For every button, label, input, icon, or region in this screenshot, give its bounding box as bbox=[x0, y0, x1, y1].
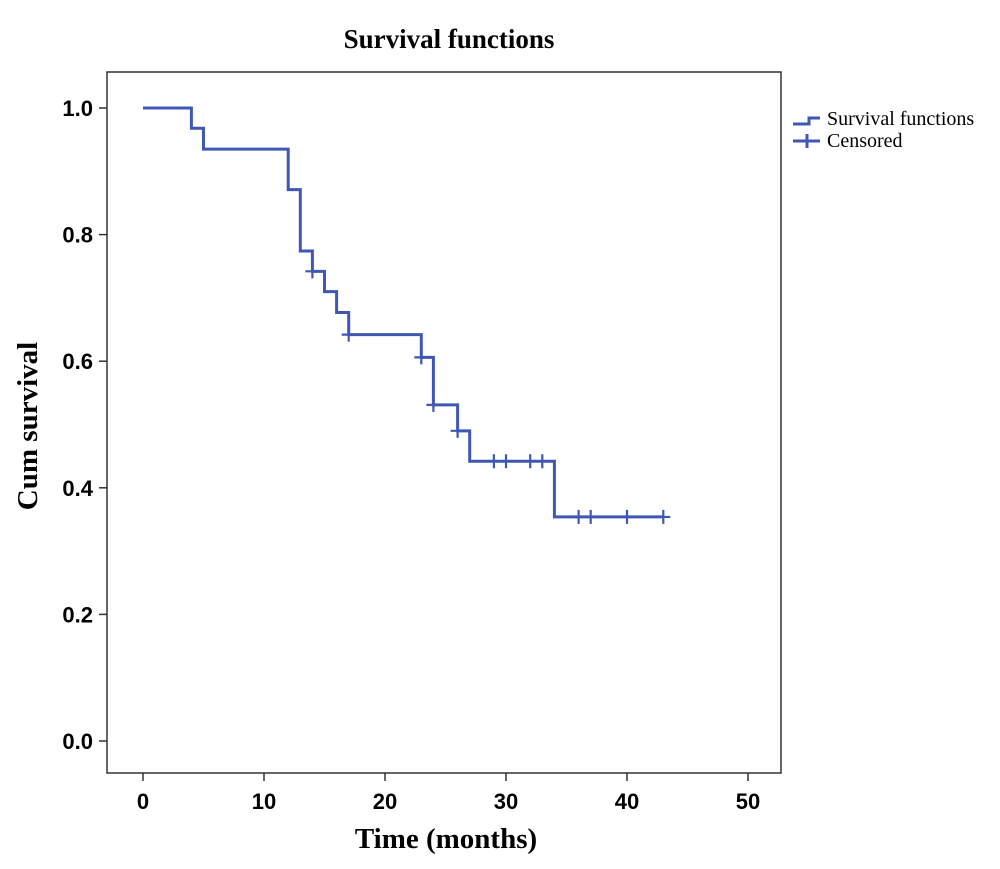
censored-marker bbox=[414, 350, 429, 365]
censored-marker bbox=[620, 509, 634, 524]
y-axis: 0.0 0.2 0.4 0.6 0.8 1.0 bbox=[62, 96, 107, 754]
censored-marker bbox=[426, 397, 441, 412]
legend-censored-label: Censored bbox=[827, 130, 903, 152]
legend: Survival functions Censored bbox=[793, 108, 974, 152]
y-tick-label: 0.4 bbox=[62, 476, 93, 501]
censored-marker bbox=[305, 264, 320, 279]
censored-marker bbox=[523, 454, 538, 469]
censored-marker bbox=[341, 327, 356, 342]
x-tick-label: 10 bbox=[252, 789, 276, 814]
censored-marker bbox=[486, 454, 501, 469]
censored-marker bbox=[656, 509, 671, 524]
series-layer bbox=[143, 106, 664, 519]
y-tick-label: 1.0 bbox=[62, 96, 93, 121]
legend-censored-symbol bbox=[793, 134, 820, 148]
censored-marker bbox=[499, 454, 513, 469]
y-tick-label: 0.2 bbox=[62, 602, 93, 627]
y-tick-label: 0.0 bbox=[62, 729, 93, 754]
censored-marker bbox=[535, 454, 550, 469]
x-tick-label: 0 bbox=[137, 789, 149, 814]
y-tick-label: 0.6 bbox=[62, 349, 93, 374]
survival-step-line bbox=[143, 106, 664, 519]
x-axis-label: Time (months) bbox=[355, 823, 537, 855]
y-tick-label: 0.8 bbox=[62, 223, 93, 248]
censored-marker bbox=[571, 509, 586, 524]
x-axis: 0 10 20 30 40 50 bbox=[137, 773, 760, 814]
x-tick-label: 50 bbox=[736, 789, 760, 814]
censored-markers bbox=[305, 264, 671, 524]
x-tick-label: 20 bbox=[373, 789, 397, 814]
plot-frame bbox=[106, 71, 782, 774]
x-tick-label: 40 bbox=[615, 789, 639, 814]
censored-marker bbox=[450, 423, 465, 438]
censored-marker bbox=[583, 509, 598, 524]
x-tick-label: 30 bbox=[494, 789, 518, 814]
chart-title: Survival functions bbox=[344, 24, 555, 54]
legend-survival-symbol bbox=[793, 116, 820, 126]
y-axis-label: Cum survival bbox=[12, 342, 44, 510]
legend-survival-label: Survival functions bbox=[827, 108, 974, 130]
